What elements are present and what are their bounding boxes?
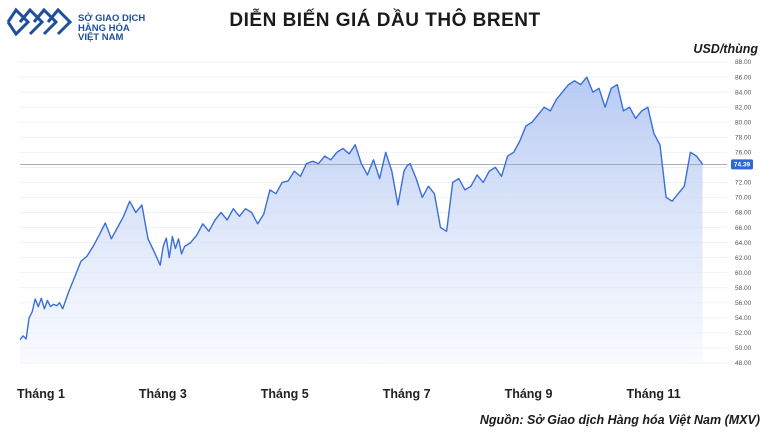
source-note: Nguồn: Sở Giao dịch Hàng hóa Việt Nam (M… <box>479 413 760 427</box>
y-tick-label: 50.00 <box>735 345 752 352</box>
price-area-fill <box>20 77 703 363</box>
y-tick-label: 54.00 <box>735 315 752 322</box>
x-tick-label: Tháng 3 <box>139 387 187 401</box>
y-tick-label: 56.00 <box>735 300 752 307</box>
y-tick-label: 52.00 <box>735 330 752 337</box>
mxv-logo-mark-icon <box>6 7 73 37</box>
y-tick-label: 84.00 <box>735 89 752 96</box>
chart-title: DIỄN BIẾN GIÁ DẦU THÔ BRENT <box>229 10 541 31</box>
y-tick-label: 62.00 <box>735 255 752 262</box>
y-tick-label: 76.00 <box>735 150 752 157</box>
logo-text: SỞ GIAO DỊCH HÀNG HÓA VIỆT NAM <box>78 14 145 43</box>
y-tick-label: 80.00 <box>735 119 752 126</box>
x-tick-label: Tháng 7 <box>383 387 431 401</box>
y-tick-label: 68.00 <box>735 210 752 217</box>
last-value-badge: 74.39 <box>731 159 753 170</box>
last-value-badge-bg <box>731 159 753 170</box>
x-tick-label: Tháng 1 <box>17 387 65 401</box>
price-line <box>19 76 704 341</box>
y-tick-label: 86.00 <box>735 74 752 81</box>
y-tick-label: 72.00 <box>735 180 752 187</box>
y-tick-label: 48.00 <box>735 360 752 367</box>
x-axis: Tháng 1 Tháng 3 Tháng 5 Tháng 7 Tháng 9 Tháng… <box>17 387 681 401</box>
logo-line-2: HÀNG HÓA <box>78 22 130 34</box>
y-tick-label: 88.00 <box>735 59 752 66</box>
y-tick-label: 64.00 <box>735 240 752 247</box>
last-value-label: 74.39 <box>734 162 751 169</box>
y-tick-label: 70.00 <box>735 195 752 202</box>
mxv-logo: SỞ GIAO DỊCH HÀNG HÓA VIỆT NAM <box>6 6 206 43</box>
y-tick-label: 60.00 <box>735 270 752 277</box>
y-tick-label: 82.00 <box>735 104 752 111</box>
logo-line-3: VIỆT NAM <box>78 32 124 44</box>
x-tick-label: Tháng 9 <box>505 387 553 401</box>
y-tick-label: 58.00 <box>735 285 752 292</box>
x-tick-label: Tháng 5 <box>261 387 309 401</box>
unit-label: USD/thùng <box>693 42 758 56</box>
y-axis: 48.00 50.00 52.00 54.00 56.00 58.00 60.00 62.00… <box>735 59 752 367</box>
y-tick-label: 78.00 <box>735 134 752 141</box>
x-tick-label: Tháng 11 <box>626 387 680 401</box>
y-tick-label: 66.00 <box>735 225 752 232</box>
logo-line-1: SỞ GIAO DỊCH <box>78 13 146 24</box>
